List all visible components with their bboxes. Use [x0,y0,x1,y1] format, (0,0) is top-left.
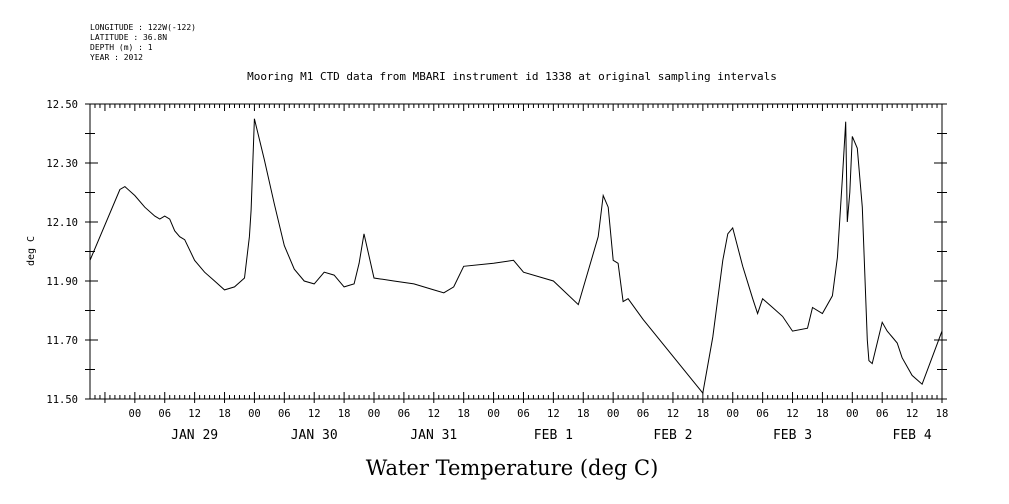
x-hour-tick-label: 18 [697,408,710,420]
meta-latitude: LATITUDE : 36.8N [90,33,167,42]
series-line-water-temperature [89,118,943,395]
y-tick-label: 11.70 [46,335,78,347]
x-hour-tick-label: 12 [547,408,560,420]
y-axis-label: deg C [26,236,37,266]
x-day-label: FEB 4 [893,428,932,443]
x-hour-tick-label: 00 [487,408,500,420]
x-hour-tick-label: 06 [637,408,650,420]
x-day-label: FEB 1 [534,428,573,443]
x-hour-tick-label: 00 [607,408,620,420]
x-hour-tick-label: 18 [577,408,590,420]
x-hour-tick-label: 06 [278,408,291,420]
metadata-block: LONGITUDE : 122W(-122) LATITUDE : 36.8N … [90,23,196,62]
x-hour-tick-label: 06 [517,408,530,420]
x-day-label: FEB 2 [653,428,692,443]
x-hour-tick-label: 12 [427,408,440,420]
x-hour-tick-label: 18 [816,408,829,420]
x-hour-tick-label: 18 [457,408,470,420]
x-hour-tick-label: 06 [756,408,769,420]
axis-ticks [85,103,947,403]
plot-frame [89,103,943,400]
y-tick-label: 12.30 [46,158,78,170]
x-hour-tick-label: 18 [338,408,351,420]
x-axis-title: Water Temperature (deg C) [366,456,659,480]
x-hour-tick-label: 00 [248,408,261,420]
y-tick-label: 12.50 [46,99,78,111]
meta-year: YEAR : 2012 [90,53,143,62]
x-hour-tick-label: 12 [308,408,321,420]
x-hour-tick-label: 12 [667,408,680,420]
x-hour-tick-label: 12 [188,408,201,420]
x-hour-tick-label: 00 [129,408,142,420]
x-hour-tick-label: 12 [786,408,799,420]
y-tick-label: 12.10 [46,217,78,229]
chart-title: Mooring M1 CTD data from MBARI instrumen… [247,70,777,83]
x-hour-tick-label: 18 [218,408,231,420]
x-day-label: JAN 29 [171,428,218,443]
x-day-label: JAN 31 [410,428,457,443]
x-day-label: JAN 30 [291,428,338,443]
axis-labels: 00 06 12 18 00 06 12 18 00 06 12 18 00 06 12 18 00 06 12 18… [46,99,948,443]
x-hour-tick-label: 18 [936,408,949,420]
x-hour-tick-label: 06 [158,408,171,420]
meta-longitude: LONGITUDE : 122W(-122) [90,23,196,32]
x-hour-tick-label: 12 [906,408,919,420]
x-hour-tick-label: 00 [368,408,381,420]
x-hour-tick-label: 06 [876,408,889,420]
x-hour-tick-label: 00 [846,408,859,420]
x-hour-tick-label: 06 [398,408,411,420]
y-tick-label: 11.90 [46,276,78,288]
x-day-label: FEB 3 [773,428,812,443]
meta-depth: DEPTH (m) : 1 [90,43,153,52]
x-hour-tick-label: 00 [726,408,739,420]
y-tick-label: 11.50 [46,394,78,406]
